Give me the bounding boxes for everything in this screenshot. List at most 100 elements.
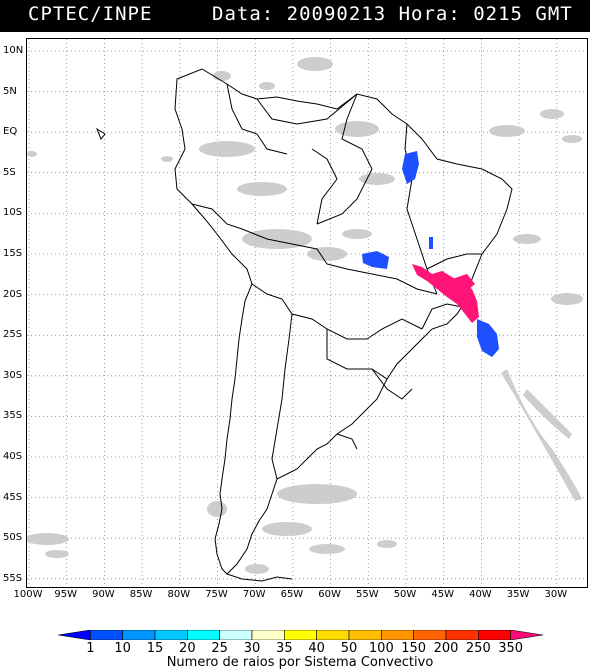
header-datetime: Data: 20090213 Hora: 0215 GMT: [212, 3, 573, 25]
cloud-patch: [27, 533, 69, 545]
longitude-label: 75W: [205, 589, 228, 600]
cloud-patch: [297, 57, 333, 71]
border: [256, 93, 358, 125]
border: [271, 313, 293, 480]
cloud-patch: [551, 293, 583, 305]
cloud-patch: [513, 234, 541, 244]
colorbar-segment: [348, 630, 382, 640]
colorbar-segment: [219, 630, 253, 640]
colorbar-segment: [251, 630, 285, 640]
latitude-label: 20S: [3, 288, 23, 300]
colorbar-segment: [510, 630, 543, 640]
cloud-patch: [237, 182, 287, 196]
cloud-patch: [309, 544, 345, 554]
longitude-label: 100W: [13, 589, 43, 600]
colorbar-title: Numero de raios por Sistema Convectivo: [166, 655, 434, 670]
coast-detail: [226, 573, 293, 582]
longitude-label: 50W: [393, 589, 417, 600]
longitude-label: 30W: [544, 589, 568, 600]
cloud-band: [501, 369, 582, 501]
colorbar-label: 50: [340, 641, 358, 656]
map-frame: [26, 38, 588, 588]
colorbar-label: 30: [243, 641, 261, 656]
latitude-label: 50S: [3, 532, 23, 544]
border: [311, 148, 338, 225]
border: [371, 368, 413, 400]
colorbar-label: 40: [308, 641, 325, 656]
cloud-patch: [489, 125, 525, 137]
colorbar: [58, 630, 543, 640]
longitude-label: 70W: [242, 589, 266, 600]
latitude-label: EQ: [3, 126, 18, 138]
colorbar-label: 100: [368, 641, 394, 656]
border: [316, 93, 373, 225]
map-svg: [27, 39, 587, 587]
border: [421, 303, 463, 330]
cloud-patch: [307, 247, 347, 261]
colorbar-label: 350: [498, 641, 524, 656]
longitude-label: 65W: [280, 589, 304, 600]
border: [326, 329, 388, 380]
system-magenta: [452, 274, 475, 291]
colorbar-label: 1: [86, 641, 95, 656]
colorbar-label: 10: [114, 641, 131, 656]
colorbar-segment: [90, 630, 123, 640]
convective-systems-blue: [362, 151, 499, 357]
longitude-label: 45W: [431, 589, 454, 600]
colorbar-segment: [413, 630, 447, 640]
header-source: CPTEC/INPE: [28, 3, 153, 25]
longitude-label: 95W: [54, 589, 77, 600]
latitude-label: 30S: [3, 369, 23, 381]
system-blue: [402, 151, 419, 184]
colorbar-label: 20: [179, 641, 196, 656]
colorbar-segment: [445, 630, 479, 640]
latitude-label: 15S: [3, 248, 23, 259]
longitude-label: 40W: [469, 589, 492, 600]
border: [191, 203, 243, 230]
cloud-areas: [27, 57, 583, 574]
cloud-patch: [161, 156, 173, 162]
border: [326, 263, 438, 295]
colorbar-segment: [316, 630, 350, 640]
cloud-patch: [377, 540, 397, 548]
system-blue: [362, 251, 389, 269]
cloud-patch: [213, 71, 231, 81]
coastlines-and-borders: [95, 68, 513, 582]
cloud-patch: [277, 484, 357, 504]
latitude-label: 5N: [3, 85, 17, 97]
longitude-label: 80W: [167, 589, 191, 600]
colorbar-label: 250: [465, 641, 491, 656]
longitude-label: 35W: [506, 589, 530, 600]
colorbar-label: 150: [401, 641, 427, 656]
colorbar-label: 200: [433, 641, 459, 656]
convective-systems-magenta: [412, 264, 479, 323]
cloud-patch: [540, 109, 564, 119]
cloud-patch: [245, 564, 269, 574]
latitude-label: 55S: [3, 572, 23, 584]
graticule: [27, 39, 587, 587]
cloud-patch: [199, 141, 255, 157]
cloud-patch: [27, 151, 37, 157]
system-blue: [477, 319, 499, 357]
border: [426, 253, 482, 270]
latitude-label: 40S: [3, 451, 23, 462]
latitude-label: 10S: [3, 207, 23, 219]
continent-outline: [174, 68, 513, 575]
cloud-patch: [335, 121, 379, 137]
colorbar-segment: [122, 630, 156, 640]
latitude-label: 25S: [3, 329, 23, 341]
longitude-label: 90W: [92, 589, 115, 600]
border: [241, 228, 328, 265]
cloud-patch: [207, 501, 227, 517]
cloud-patch: [342, 229, 372, 239]
system-magenta: [412, 264, 479, 323]
cloud-patch: [562, 135, 582, 143]
cloud-patch: [262, 522, 312, 536]
latitude-label: 35S: [3, 410, 23, 422]
colorbar-segment: [154, 630, 188, 640]
colorbar-label: 35: [276, 641, 293, 656]
coast-detail: [336, 433, 358, 450]
latitude-label: 5S: [3, 166, 16, 178]
island-detail: [95, 127, 106, 140]
colorbar-segment: [187, 630, 220, 640]
